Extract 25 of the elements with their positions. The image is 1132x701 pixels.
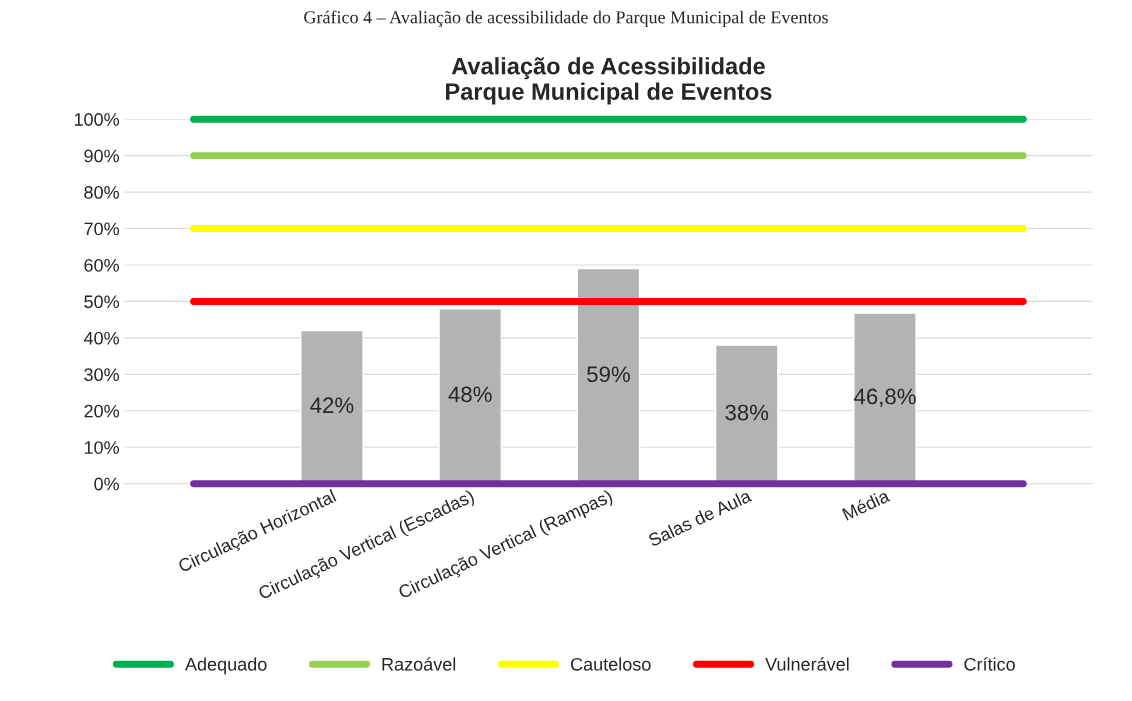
x-tick-label: Média <box>841 488 891 521</box>
y-tick-label: 10% <box>84 441 120 454</box>
chart-title: Avaliação de Acessibilidade Parque Municipal de Eventos <box>446 57 772 105</box>
y-tick-label: 80% <box>84 186 120 199</box>
y-tick-label: 70% <box>84 222 120 236</box>
legend-label: Crítico <box>964 657 1015 671</box>
x-tick-label: Salas de Aula <box>647 488 753 547</box>
y-tick-label: 20% <box>84 404 120 418</box>
data-label: 59% <box>587 366 630 383</box>
legend-label: Cauteloso <box>570 657 651 671</box>
y-tick-label: 60% <box>84 258 120 272</box>
data-label: 38% <box>725 404 769 421</box>
data-label: 46,8% <box>853 388 916 407</box>
y-tick-label: 90% <box>84 149 120 163</box>
y-tick-label: 30% <box>84 368 120 382</box>
legend-label: Vulnerável <box>765 657 849 671</box>
data-label: 48% <box>448 386 492 403</box>
y-tick-label: 40% <box>83 331 120 345</box>
legend-label: Razoável <box>382 657 456 671</box>
text: Gráfico 4 – Avaliação de acessibilidade do Parque Municipal de Eventos <box>304 10 828 28</box>
y-tick-label: 0% <box>94 477 120 491</box>
y-tick-label: 100% <box>74 113 120 126</box>
y-tick-label: 50% <box>84 295 120 309</box>
data-label: 42% <box>310 397 354 414</box>
legend-label: Adequado <box>185 657 267 675</box>
